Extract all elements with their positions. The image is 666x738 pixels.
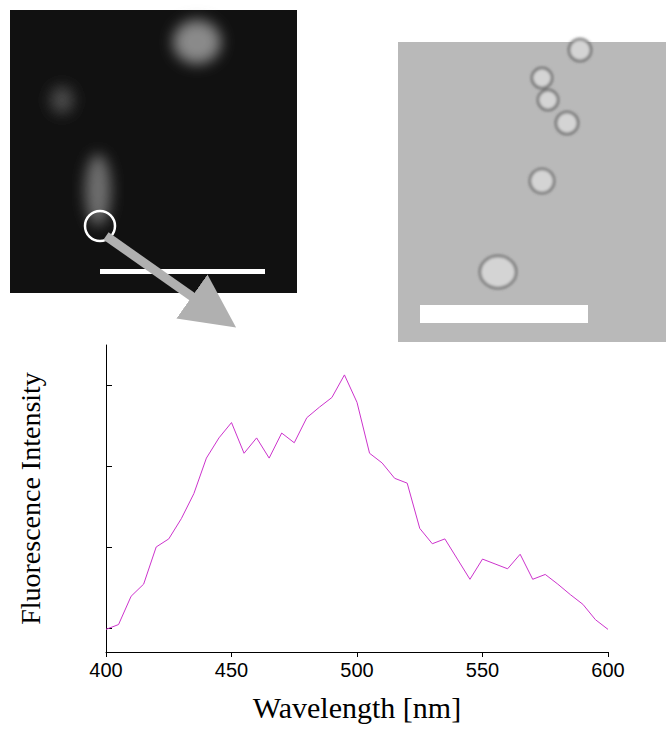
svg-text:Fluorescence Intensity: Fluorescence Intensity: [15, 372, 46, 625]
svg-text:400: 400: [89, 659, 122, 681]
svg-text:550: 550: [466, 659, 499, 681]
svg-text:450: 450: [215, 659, 248, 681]
svg-text:500: 500: [340, 659, 373, 681]
svg-text:Wavelength [nm]: Wavelength [nm]: [253, 691, 461, 724]
svg-text:600: 600: [591, 659, 624, 681]
